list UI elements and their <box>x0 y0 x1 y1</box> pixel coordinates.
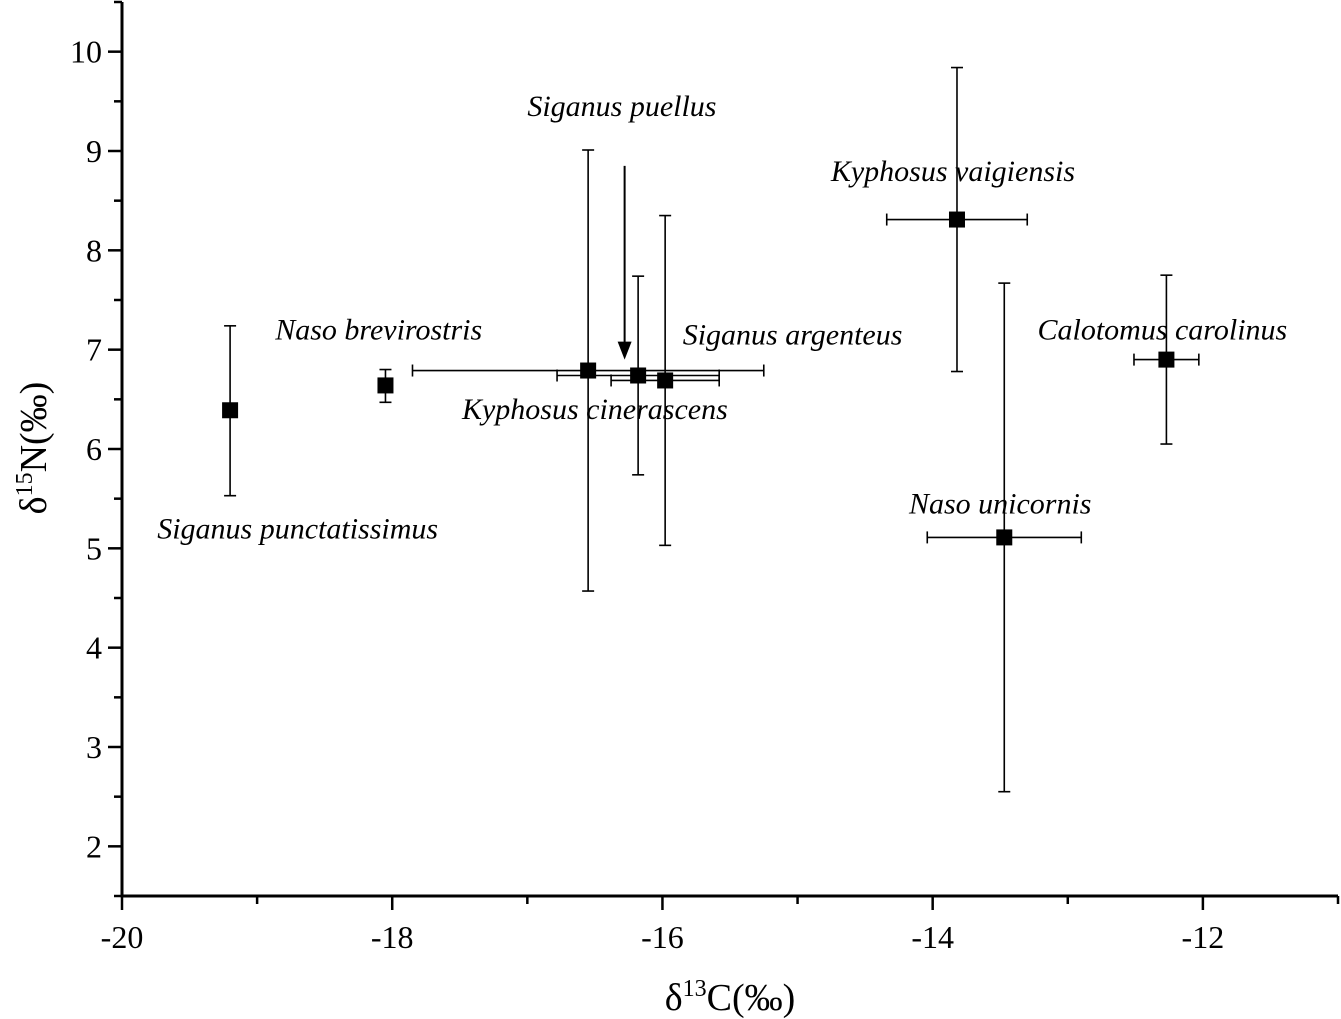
x-tick-label: -14 <box>911 919 954 955</box>
y-tick-label: 4 <box>86 630 102 666</box>
y-tick-label: 6 <box>86 431 102 467</box>
y-axis-title-suffix: N(‰) <box>13 382 55 473</box>
data-point <box>630 367 647 384</box>
data-point <box>1158 351 1175 368</box>
data-point <box>948 211 965 228</box>
species-label: Siganus puellus <box>527 90 716 123</box>
y-axis-title-prefix: δ <box>13 496 55 514</box>
y-tick-label: 2 <box>86 828 102 864</box>
data-markers <box>222 211 1175 546</box>
species-label: Kyphosus vaigiensis <box>830 155 1075 188</box>
y-tick-label: 5 <box>86 530 102 566</box>
axes: -20 -18 -16 -14 -12 2 3 4 5 6 7 8 9 10 <box>70 0 1340 955</box>
species-label: Naso brevirostris <box>274 314 482 347</box>
y-tick-label: 3 <box>86 729 102 765</box>
species-annotations: Siganus puellus Kyphosus vaigiensis Naso b… <box>157 90 1287 545</box>
y-tick-label: 9 <box>86 133 102 169</box>
x-axis-title-suffix: C(‰) <box>707 977 796 1019</box>
data-point <box>657 372 674 389</box>
species-label: Calotomus carolinus <box>1037 314 1287 347</box>
x-tick-label: -12 <box>1182 919 1225 955</box>
data-point <box>996 529 1013 546</box>
species-label: Naso unicornis <box>908 488 1092 521</box>
data-point <box>222 402 239 419</box>
x-tick-label: -16 <box>641 919 684 955</box>
y-axis-title-superscript: 15 <box>12 472 38 496</box>
species-label: Siganus punctatissimus <box>157 512 438 545</box>
species-label: Kyphosus cinerascens <box>461 393 728 426</box>
arrow-head <box>617 341 632 360</box>
species-label: Siganus argenteus <box>683 319 903 352</box>
y-tick-label: 10 <box>70 34 102 70</box>
x-axis-title: δ13C(‰) <box>665 976 796 1019</box>
x-axis-title-superscript: 13 <box>683 976 707 1002</box>
data-point <box>580 362 597 379</box>
x-tick-label: -20 <box>101 919 144 955</box>
data-point <box>377 377 394 394</box>
x-tick-label: -18 <box>371 919 414 955</box>
x-axis-title-prefix: δ <box>665 977 683 1019</box>
y-tick-label: 7 <box>86 332 102 368</box>
y-tick-label: 8 <box>86 232 102 268</box>
y-axis-title: δ15N(‰) <box>12 382 55 515</box>
